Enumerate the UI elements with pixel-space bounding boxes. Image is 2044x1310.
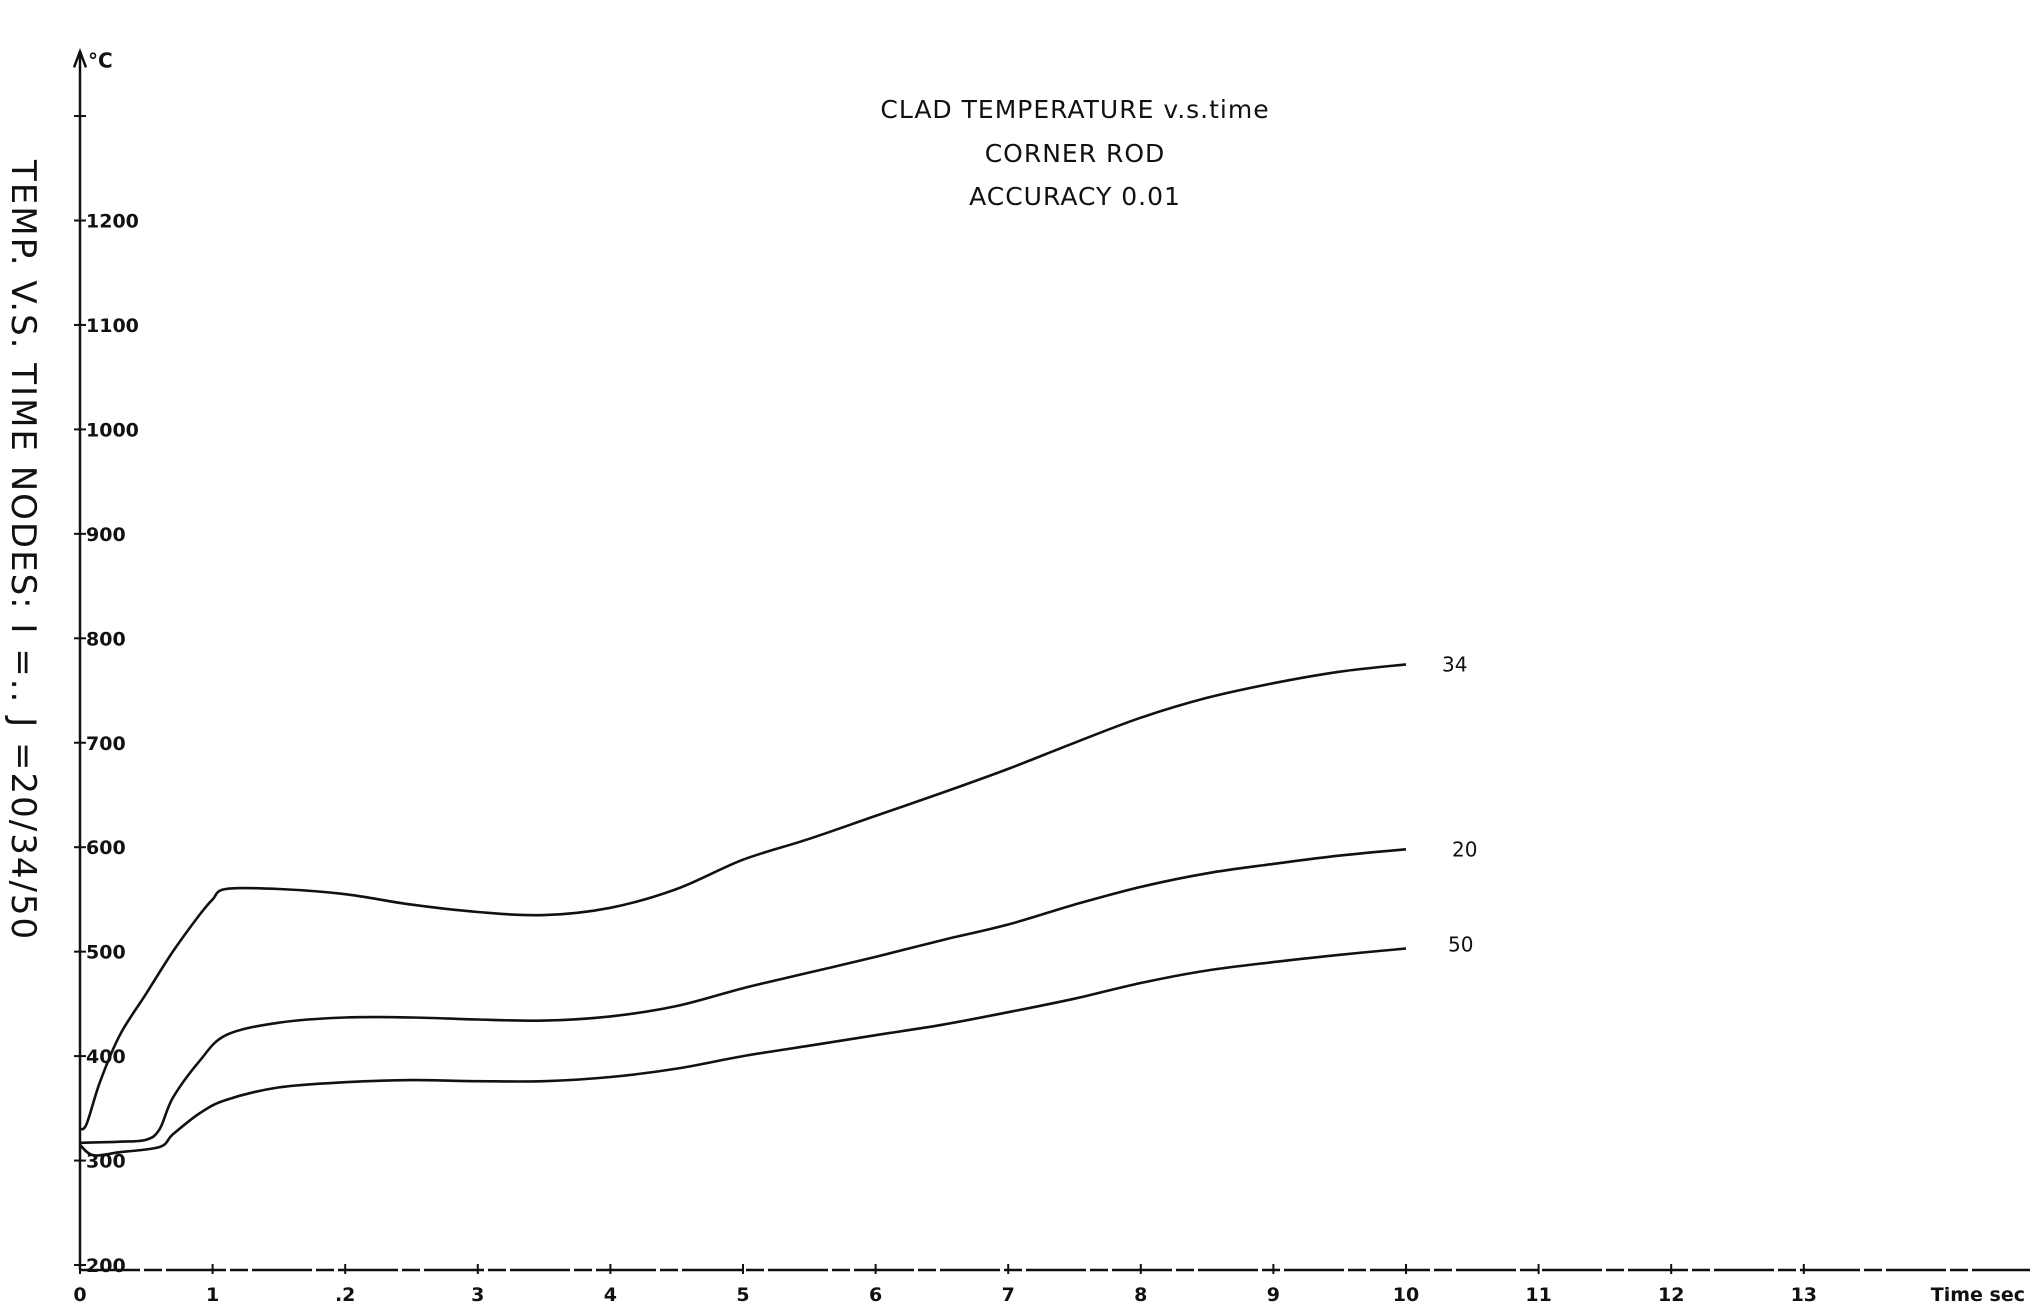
x-tick-label: .2 (335, 1284, 355, 1306)
chart-title-line-2: CORNER ROD (985, 139, 1166, 168)
x-tick-label: 4 (604, 1284, 617, 1306)
series-label-34: 34 (1442, 652, 1467, 676)
x-unit-label: Time sec (1931, 1284, 2025, 1306)
x-tick-label: 10 (1393, 1284, 1419, 1306)
y-tick-label: 200 (86, 1255, 126, 1277)
x-tick-label: 12 (1658, 1284, 1684, 1306)
x-tick-label: 11 (1525, 1284, 1551, 1306)
chart-title-line-1: CLAD TEMPERATURE v.s.time (880, 95, 1269, 124)
y-tick-label: 1100 (86, 315, 139, 337)
series-label-20: 20 (1452, 837, 1477, 861)
x-tick-label: 1 (206, 1284, 219, 1306)
y-unit-label: °C (88, 48, 113, 72)
x-tick-label: 3 (471, 1284, 484, 1306)
x-tick-label: 5 (736, 1284, 749, 1306)
series-line-50 (79, 947, 1407, 1157)
y-tick-label: 800 (86, 628, 126, 650)
y-tick-label: 700 (86, 733, 126, 755)
series-layer: 34 20 50 (79, 652, 1477, 1157)
y-axis-arrow (72, 47, 88, 68)
x-tick-label: 13 (1791, 1284, 1817, 1306)
x-tick-label: 0 (73, 1284, 86, 1306)
series-line-34 (79, 663, 1407, 1131)
x-tick-label: 7 (1002, 1284, 1015, 1306)
y-tick-label: 400 (86, 1046, 126, 1068)
x-tick-label: 6 (869, 1284, 882, 1306)
x-tick-label: 8 (1134, 1284, 1147, 1306)
series-line-20 (79, 848, 1407, 1145)
y-tick-label: 900 (86, 524, 126, 546)
y-tick-label: 600 (86, 837, 126, 859)
y-tick-label: 1000 (86, 419, 139, 441)
side-annotation: TEMP. V.S. TIME NODES: I =.. J =20/34/50 (3, 159, 43, 941)
y-tick-label: 1200 (86, 211, 139, 233)
title-block: CLAD TEMPERATURE v.s.time CORNER ROD ACC… (880, 95, 1269, 211)
chart-title-line-3: ACCURACY 0.01 (969, 182, 1181, 211)
x-tick-label: 9 (1267, 1284, 1280, 1306)
series-label-50: 50 (1448, 933, 1473, 957)
y-tick-label: 500 (86, 942, 126, 964)
